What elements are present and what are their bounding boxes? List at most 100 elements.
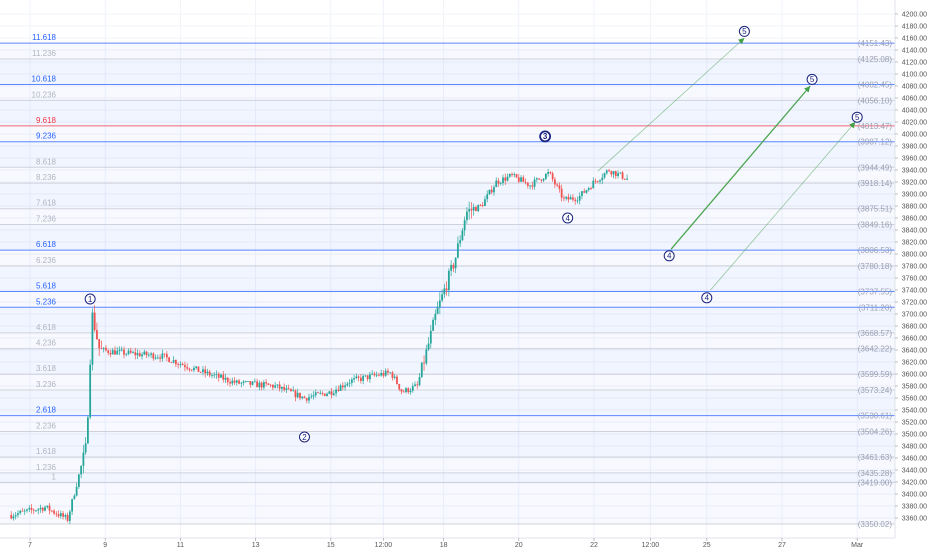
candle-body — [531, 185, 534, 187]
candle-body — [235, 380, 238, 383]
candle-body — [619, 172, 622, 174]
candle-body — [542, 178, 545, 181]
projection-arrow — [670, 85, 811, 250]
candle-body — [314, 392, 317, 396]
wave-circle — [663, 250, 675, 262]
fib-price-label: (3642.22) — [858, 345, 893, 354]
candle-body — [438, 300, 441, 308]
fib-price-label: (3461.63) — [858, 453, 893, 462]
candle-body — [432, 319, 434, 331]
fib-band — [0, 141, 895, 168]
price-tick-label: 3880.00 — [902, 204, 927, 211]
candle-body — [28, 507, 31, 510]
fib-ratio-label: 5.618 — [36, 281, 57, 290]
candle-body — [287, 388, 290, 390]
candle-body — [114, 350, 116, 355]
candle-body — [168, 357, 171, 363]
price-tick-label: 3420.00 — [902, 480, 927, 487]
candle-body — [256, 381, 259, 388]
candle-body — [614, 171, 617, 177]
candle-body — [292, 390, 295, 392]
fib-ratio-label: 3.618 — [36, 364, 57, 373]
candle-body — [359, 377, 362, 381]
candle-body — [129, 350, 132, 353]
fib-ratio-label: 11.618 — [32, 33, 56, 42]
candle-body — [253, 381, 256, 383]
candle-body — [502, 177, 504, 183]
wave-circle — [738, 25, 750, 37]
wave-circle — [562, 212, 574, 224]
candle-body — [62, 513, 64, 517]
fib-band — [0, 58, 895, 85]
fib-price-label: (4013.47) — [858, 122, 893, 131]
wave-label: 2 — [302, 433, 307, 442]
price-tick-label: 3740.00 — [902, 288, 927, 295]
time-axis: 7 9 11 13 15 12:00 18 20 22 12:00 25 27 Mar — [0, 537, 895, 549]
time-tick-label: 22 — [590, 542, 598, 549]
candle-body — [452, 264, 455, 269]
time-tick-label: 7 — [28, 542, 32, 549]
fib-band — [0, 472, 895, 483]
candle-body — [371, 373, 374, 375]
candle-body — [533, 179, 536, 187]
fib-ratio-label: 5.236 — [36, 297, 57, 306]
candle-body — [247, 381, 249, 382]
price-tick-label: 3860.00 — [902, 216, 927, 223]
fib-ratio-label: 1.618 — [36, 447, 57, 456]
wave-circle — [539, 130, 552, 143]
candle-body — [301, 396, 304, 399]
projection-arrows — [597, 37, 856, 291]
candle-body — [522, 177, 525, 182]
candle-body — [508, 173, 511, 177]
time-tick-label: 12:00 — [642, 542, 660, 549]
candle-body — [409, 390, 412, 393]
fib-band — [0, 348, 895, 375]
candle-body — [281, 386, 283, 389]
candle-body — [380, 372, 383, 376]
candle-body — [574, 199, 577, 201]
candle-body — [44, 507, 46, 511]
candle-body — [46, 505, 49, 508]
candle-body — [416, 384, 419, 386]
candle-body — [328, 391, 331, 394]
wave-labels: 1 2 3 4 4 5 5 4 5 — [84, 25, 863, 443]
candle-body — [520, 177, 522, 182]
fib-price-label: (4082.45) — [858, 81, 893, 90]
candle-body — [274, 385, 277, 388]
candle-body — [434, 313, 437, 320]
candle-body — [603, 173, 606, 178]
fib-band — [0, 333, 895, 349]
candle-body — [116, 350, 119, 355]
candle-body — [231, 380, 234, 384]
price-tick-label: 3380.00 — [902, 504, 927, 511]
candle-body — [355, 376, 358, 379]
candle-body — [427, 343, 430, 350]
fib-ratio-label: 4.236 — [36, 339, 57, 348]
price-tick-label: 3980.00 — [902, 144, 927, 151]
fib-price-label: (3806.53) — [858, 246, 893, 255]
candle-body — [463, 220, 466, 231]
candle-body — [626, 178, 628, 180]
candle-body — [141, 354, 143, 357]
candle-body — [454, 257, 457, 269]
fib-ratio-label: 3.236 — [36, 380, 57, 389]
candle-body — [80, 465, 83, 475]
candle-body — [285, 388, 288, 390]
candle-body — [321, 392, 324, 394]
candle-body — [375, 374, 378, 376]
candle-body — [39, 507, 42, 510]
candle-body — [217, 373, 220, 378]
fib-price-label: (3419.00) — [858, 479, 893, 488]
candle-body — [560, 188, 563, 198]
candle-body — [497, 180, 500, 184]
candle-body — [317, 392, 319, 394]
candle-body — [547, 172, 550, 174]
time-tick-label: 27 — [778, 542, 786, 549]
candle-body — [581, 191, 583, 196]
candle-body — [472, 207, 475, 211]
candle-body — [184, 365, 186, 368]
candle-body — [553, 179, 556, 185]
candle-body — [105, 347, 107, 351]
candle-body — [592, 180, 595, 189]
